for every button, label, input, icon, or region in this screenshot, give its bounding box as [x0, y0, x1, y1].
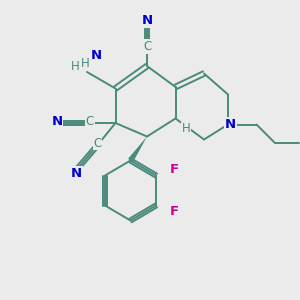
Polygon shape: [128, 136, 147, 162]
Text: N: N: [141, 14, 153, 27]
Text: N: N: [225, 118, 236, 131]
Text: N: N: [51, 115, 63, 128]
Text: N: N: [91, 49, 102, 62]
Text: H: H: [182, 122, 190, 136]
Text: C: C: [143, 40, 151, 53]
Text: H: H: [71, 60, 80, 73]
Text: F: F: [169, 205, 178, 218]
Text: H: H: [81, 57, 90, 70]
Text: N: N: [71, 167, 82, 180]
Text: F: F: [169, 163, 178, 176]
Text: C: C: [86, 115, 94, 128]
Text: C: C: [93, 137, 102, 150]
